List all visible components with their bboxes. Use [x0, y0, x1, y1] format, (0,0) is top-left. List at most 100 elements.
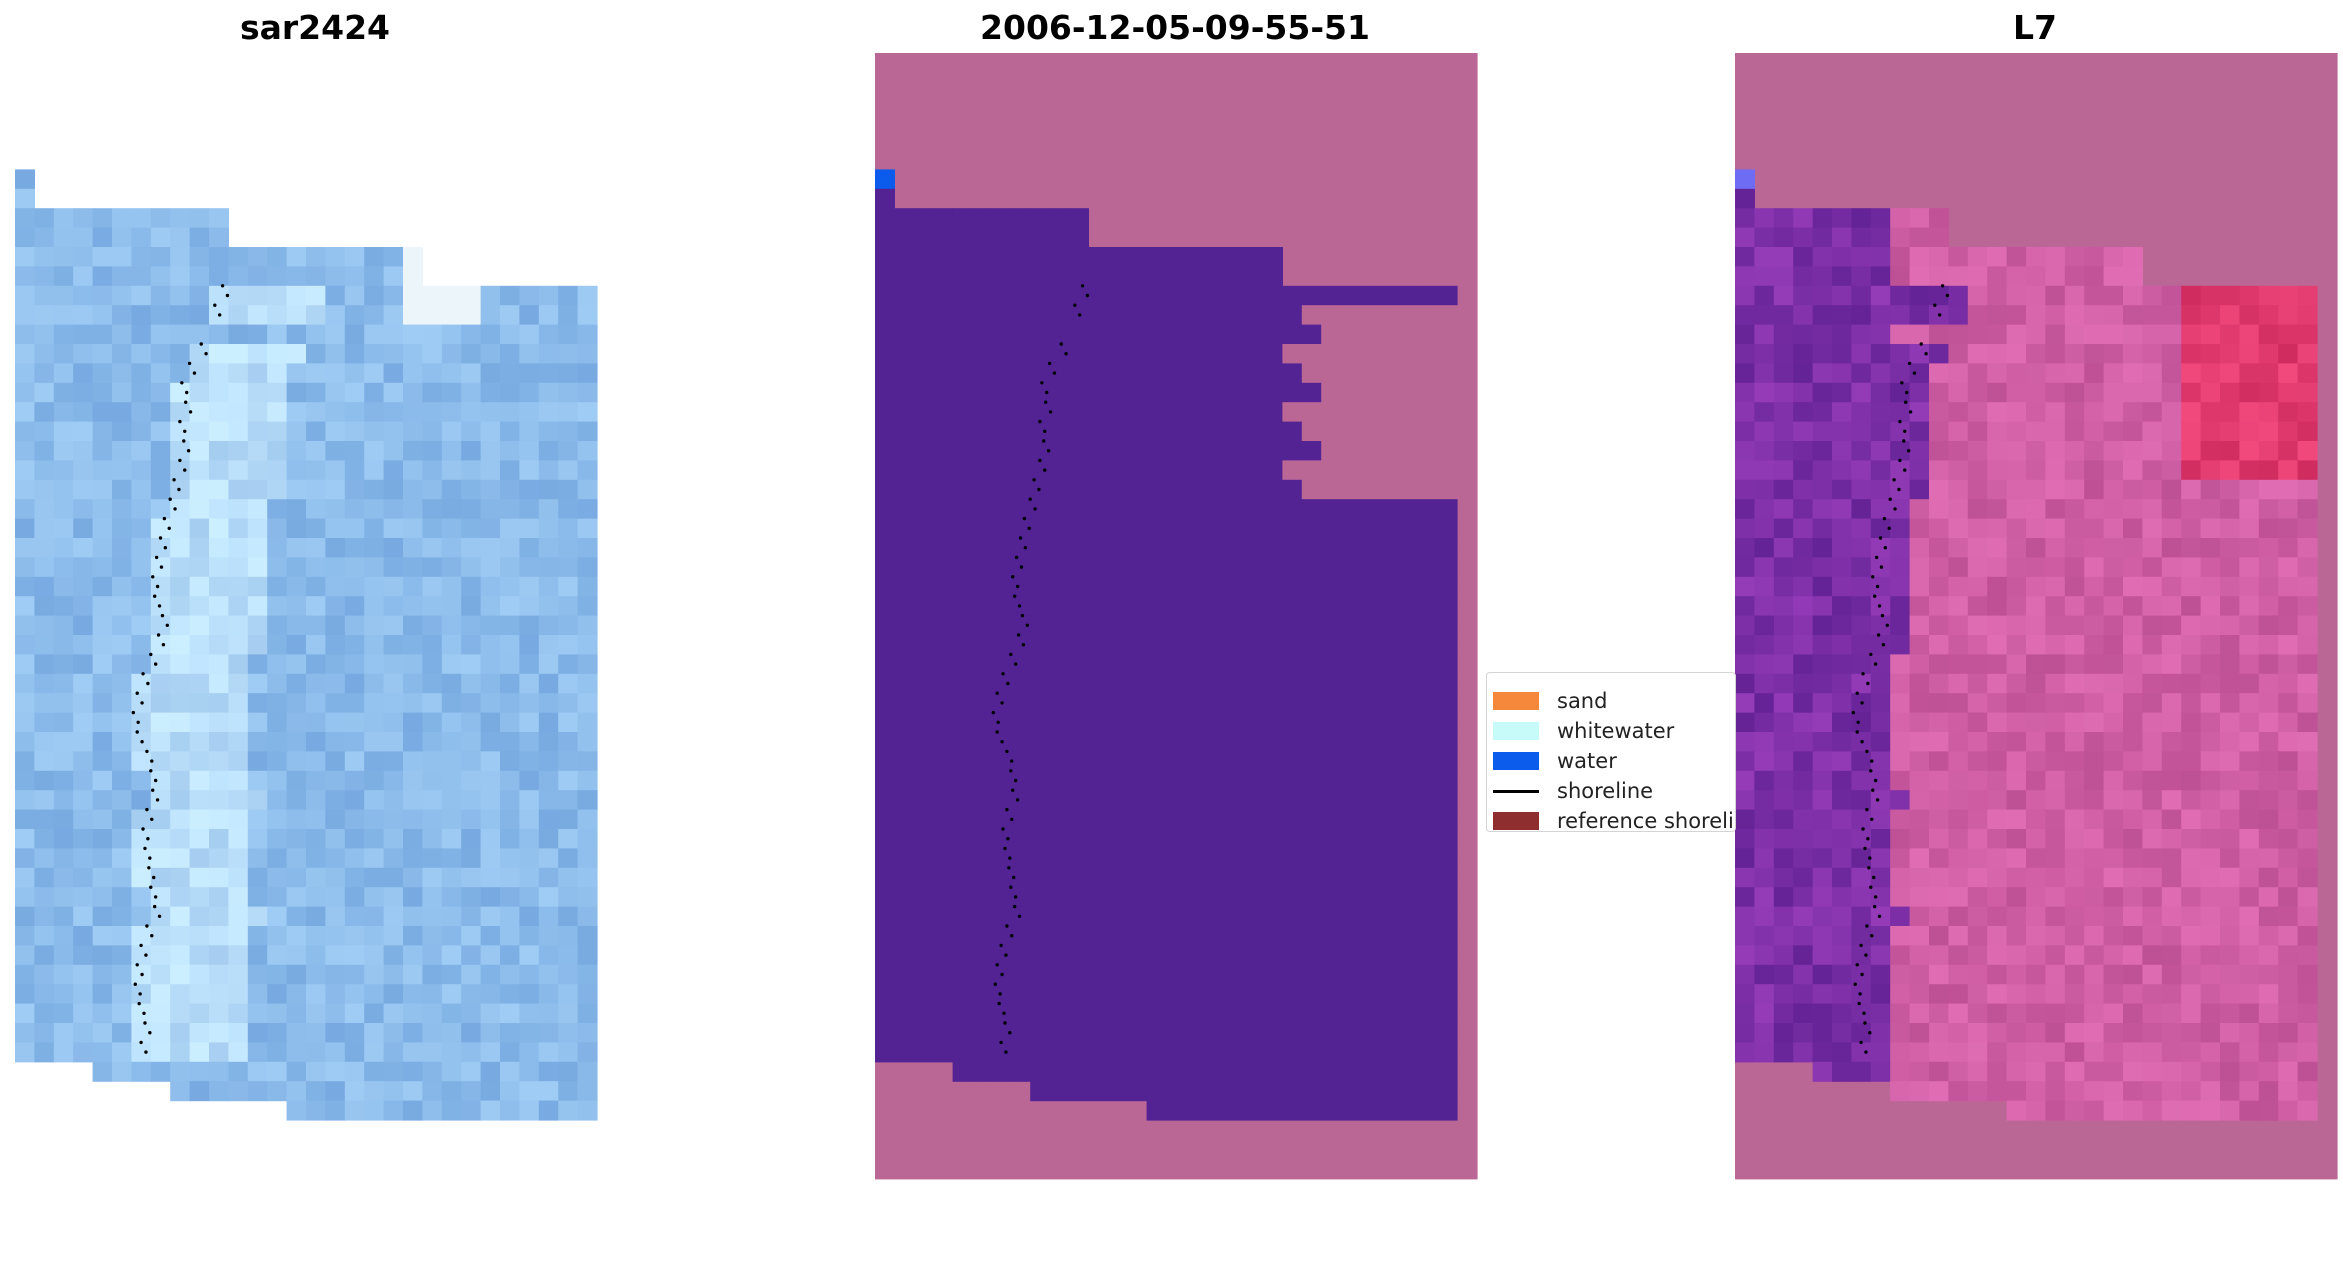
mndwi-pixel	[2297, 1042, 2318, 1063]
rgb-pixel	[364, 576, 385, 597]
mndwi-pixel	[1909, 557, 1930, 578]
mndwi-pixel	[2258, 1042, 2279, 1063]
mndwi-pixel	[1735, 208, 1755, 229]
rgb-pixel	[112, 305, 132, 326]
rgb-pixel	[577, 285, 598, 306]
mndwi-pixel	[2123, 790, 2143, 811]
mndwi-pixel	[2239, 635, 2260, 655]
mndwi-pixel	[2220, 479, 2240, 500]
mndwi-pixel	[2006, 790, 2027, 811]
mndwi-pixel	[2220, 460, 2240, 481]
shoreline-dot	[1882, 516, 1887, 521]
mndwi-pixel	[1929, 732, 1949, 752]
mndwi-pixel	[1812, 945, 1833, 966]
mndwi-pixel	[2142, 324, 2163, 345]
mndwi-pixel	[2297, 693, 2318, 714]
mndwi-pixel	[1793, 964, 1814, 985]
mndwi-pixel	[2123, 247, 2143, 267]
mndwi-pixel	[2258, 363, 2279, 384]
mndwi-pixel	[2239, 421, 2260, 442]
mndwi-pixel	[1987, 518, 2008, 539]
mndwi-pixel	[1948, 499, 1969, 520]
rgb-pixel	[189, 615, 210, 636]
mndwi-pixel	[2064, 848, 2085, 869]
mndwi-pixel	[2161, 732, 2182, 752]
rgb-pixel	[364, 479, 385, 500]
rgb-pixel	[73, 285, 94, 306]
shoreline-dot	[1861, 827, 1865, 831]
mndwi-pixel	[2220, 615, 2240, 636]
mndwi-pixel	[1987, 324, 2008, 345]
rgb-pixel	[112, 266, 132, 287]
shoreline-dot	[1875, 584, 1880, 589]
rgb-pixel	[150, 654, 171, 675]
mndwi-pixel	[1987, 1042, 2008, 1063]
mndwi-pixel	[1987, 363, 2008, 384]
mndwi-pixel	[2006, 518, 2027, 539]
rgb-pixel	[92, 208, 113, 229]
rgb-pixel	[577, 518, 598, 539]
mndwi-pixel	[1948, 635, 1969, 655]
rgb-pixel	[519, 305, 540, 326]
mndwi-pixel	[2103, 285, 2124, 306]
mndwi-pixel	[1890, 867, 1911, 888]
mndwi-pixel	[2200, 344, 2221, 364]
mndwi-pixel	[2084, 654, 2105, 675]
mndwi-pixel	[2161, 324, 2182, 345]
water-swatch	[1493, 752, 1539, 770]
rgb-pixel	[34, 344, 55, 364]
mndwi-pixel	[1948, 790, 1969, 811]
mndwi-pixel	[2084, 693, 2105, 714]
rgb-pixel	[422, 557, 443, 578]
rgb-pixel	[422, 615, 443, 636]
rgb-pixel	[53, 596, 74, 617]
mndwi-pixel	[2045, 557, 2066, 578]
mndwi-pixel	[1754, 208, 1775, 229]
mndwi-pixel	[2123, 926, 2143, 946]
mndwi-pixel	[1735, 964, 1755, 985]
mndwi-pixel	[1832, 441, 1852, 461]
mndwi-pixel	[1812, 712, 1833, 733]
rgb-pixel	[247, 576, 268, 597]
mndwi-pixel	[2064, 926, 2085, 946]
rgb-pixel	[92, 266, 113, 287]
rgb-pixel	[306, 247, 326, 267]
rgb-pixel	[209, 615, 229, 636]
shoreline-dot	[1868, 856, 1872, 860]
rgb-pixel	[73, 479, 94, 500]
mndwi-pixel	[2064, 693, 2085, 714]
rgb-pixel	[189, 635, 210, 655]
mndwi-pixel	[1987, 712, 2008, 733]
mndwi-pixel	[2200, 829, 2221, 849]
mndwi-pixel	[2220, 363, 2240, 384]
rgb-pixel	[306, 615, 326, 636]
mndwi-pixel	[2026, 867, 2046, 888]
mndwi-pixel	[2297, 538, 2318, 558]
mndwi-pixel	[2200, 635, 2221, 655]
mndwi-pixel	[1735, 906, 1755, 927]
rgb-pixel	[228, 305, 249, 326]
mndwi-pixel	[2220, 635, 2240, 655]
shoreline-dot	[1851, 710, 1856, 715]
mndwi-pixel	[1832, 809, 1852, 830]
rgb-pixel	[92, 518, 113, 539]
mndwi-pixel	[2123, 712, 2143, 733]
mndwi-pixel	[2026, 285, 2046, 306]
mndwi-pixel	[1929, 247, 1949, 267]
rgb-pixel	[34, 285, 55, 306]
mndwi-pixel	[1832, 1042, 1852, 1063]
mndwi-pixel	[2103, 499, 2124, 520]
rgb-pixel	[344, 576, 365, 597]
mndwi-pixel	[1812, 518, 1833, 539]
rgb-pixel	[170, 208, 191, 229]
rgb-pixel	[500, 363, 520, 384]
rgb-pixel	[267, 305, 288, 326]
mndwi-pixel	[2220, 829, 2240, 849]
mndwi-pixel	[1773, 576, 1794, 597]
rgb-pixel	[441, 305, 462, 326]
mndwi-pixel	[1851, 1042, 1872, 1063]
mndwi-pixel	[2161, 1023, 2182, 1043]
rgb-pixel	[286, 344, 307, 364]
mndwi-pixel	[1870, 964, 1891, 985]
mndwi-pixel	[2064, 964, 2085, 985]
